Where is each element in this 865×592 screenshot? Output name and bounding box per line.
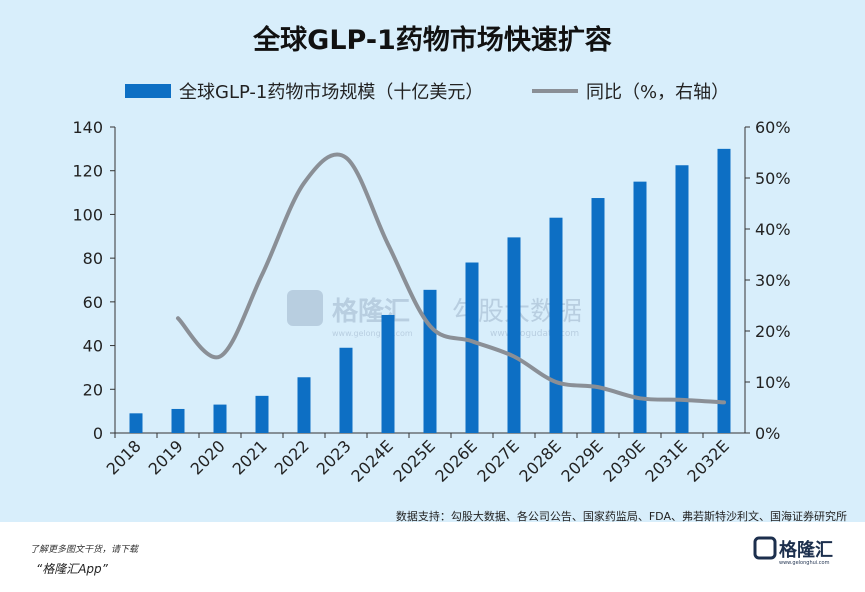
bar — [213, 404, 227, 433]
source-note: 数据支持：勾股大数据、各公司公告、国家药监局、FDA、弗若斯特沙利文、国海证券研… — [395, 510, 847, 523]
bar — [549, 217, 563, 433]
bar — [171, 408, 185, 433]
y-right-tick-label: 50% — [755, 169, 791, 188]
watermark-data-url: www.gogudata.com — [490, 329, 579, 339]
bar — [339, 347, 353, 433]
x-tick-label: 2027E — [473, 436, 522, 485]
logo-mark-icon — [753, 536, 777, 560]
y-right-tick-label: 10% — [755, 373, 791, 392]
y-left-tick-label: 100 — [72, 205, 103, 224]
footer-logo-text: 格隆汇 — [779, 539, 833, 561]
legend-line-label: 同比（%，右轴） — [586, 82, 730, 103]
y-left-tick-label: 120 — [72, 162, 103, 181]
footer-logo-url: www.gelonghui.com — [779, 560, 830, 566]
x-tick-label: 2029E — [557, 436, 606, 485]
y-right-tick-label: 60% — [755, 118, 791, 137]
legend-line-swatch — [532, 89, 578, 93]
footer-app-name: “格隆汇App” — [36, 562, 108, 576]
legend-bar-swatch — [125, 84, 171, 98]
bar — [633, 181, 647, 433]
y-right-tick-label: 0% — [755, 424, 780, 443]
bar — [465, 262, 479, 433]
y-right-tick-label: 40% — [755, 220, 791, 239]
legend-line-entry: 同比（%，右轴） — [532, 78, 729, 104]
legend-bar-label: 全球GLP-1药物市场规模（十亿美元） — [179, 82, 484, 103]
footer-prompt: 了解更多图文干货，请下载 — [30, 545, 139, 555]
bar — [381, 314, 395, 433]
bars — [129, 148, 731, 433]
footer-logo: 格隆汇 www.gelonghui.com — [753, 536, 833, 566]
bar — [423, 289, 437, 433]
y-left-tick-label: 20 — [83, 380, 103, 399]
x-tick-label: 2020 — [187, 436, 229, 478]
x-tick-label: 2022 — [271, 436, 313, 478]
y-left-tick-label: 80 — [83, 249, 103, 268]
chart-title: 全球GLP-1药物市场快速扩容 — [253, 25, 612, 56]
y-left-tick-label: 40 — [83, 337, 103, 356]
x-tick-label: 2025E — [389, 436, 438, 485]
bar — [675, 165, 689, 433]
watermark-brand: 格隆汇 — [332, 296, 410, 327]
y-right-tick-label: 20% — [755, 322, 791, 341]
x-tick-label: 2026E — [431, 436, 480, 485]
x-tick-label: 2019 — [145, 436, 187, 478]
x-tick-label: 2031E — [641, 436, 690, 485]
watermark-logo-icon — [287, 290, 323, 326]
x-tick-label: 2030E — [599, 436, 648, 485]
bar — [591, 198, 605, 433]
y-left-tick-label: 140 — [72, 118, 103, 137]
bar — [507, 237, 521, 433]
bar — [717, 148, 731, 433]
y-left-tick-label: 60 — [83, 293, 103, 312]
watermark-brand-url: www.gelonghui.com — [332, 329, 413, 338]
chart-plot: 格隆汇 www.gelonghui.com 勾股大数据 www.gogudata… — [72, 118, 791, 486]
x-tick-labels: 2018 2019 2020 2021 2022 20232024E2025E2026E2… — [103, 436, 733, 485]
bar — [255, 395, 269, 433]
x-tick-label: 2018 — [103, 436, 145, 478]
yoy-line — [176, 152, 726, 405]
y-left-tick-label: 0 — [93, 424, 103, 443]
bar — [129, 413, 143, 433]
bar — [297, 377, 311, 433]
x-tick-label: 2028E — [515, 436, 564, 485]
x-tick-label: 2021 — [229, 436, 271, 478]
x-tick-label: 2024E — [347, 436, 396, 485]
y-right-tick-label: 30% — [755, 271, 791, 290]
x-tick-label: 2032E — [683, 436, 732, 485]
legend-bar-entry: 全球GLP-1药物市场规模（十亿美元） — [125, 78, 483, 104]
